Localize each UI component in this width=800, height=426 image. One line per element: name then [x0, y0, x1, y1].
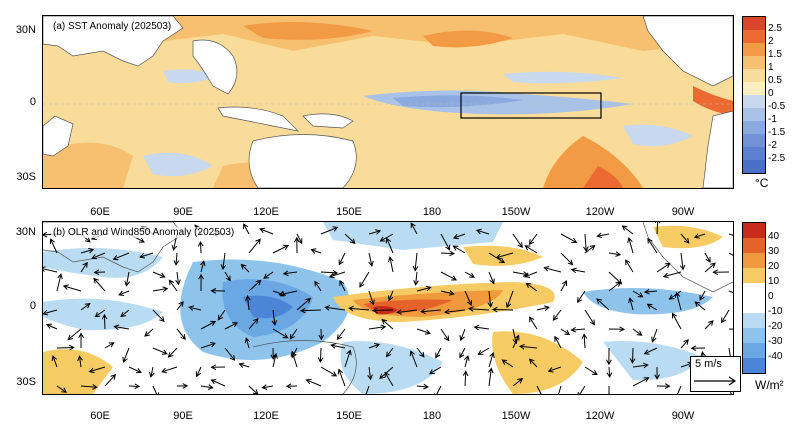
sst-colorbar-tick: 1.5	[768, 49, 782, 60]
sst-colorbar-cell	[743, 69, 765, 82]
olr-colorbar-tick: 20	[768, 261, 780, 272]
sst-colorbar-cell	[743, 121, 765, 134]
sst-colorbar-tick: 0	[768, 88, 774, 99]
lat-label-a-0: 0	[29, 96, 36, 108]
olr-wind-anomaly-map: (b) OLR and Wind850 Anomaly (202503)	[42, 221, 734, 395]
sst-colorbar-cell	[743, 30, 765, 43]
lat-label-a-30n: 30N	[15, 24, 36, 36]
olr-colorbar-tick: 30	[768, 246, 780, 257]
sst-colorbar-tick: -0.5	[768, 101, 786, 112]
sst-colorbar-cell	[743, 56, 765, 69]
lat-label-b-30n: 30N	[15, 226, 36, 238]
sst-colorbar-tick: -2.5	[768, 153, 786, 164]
lon-label-a-120e: 120E	[253, 206, 279, 218]
olr-colorbar-tick: -20	[768, 321, 783, 332]
lat-label-b-30s: 30S	[16, 376, 36, 388]
sst-colorbar	[742, 16, 766, 174]
lon-label-a-150w: 150W	[501, 206, 531, 218]
olr-unit-label: W/m²	[755, 378, 784, 392]
lon-label-a-120w: 120W	[585, 206, 615, 218]
olr-colorbar	[742, 222, 766, 374]
wind-reference-arrow-icon	[694, 376, 737, 386]
sst-colorbar-cell	[743, 95, 765, 108]
sst-unit-label: °C	[755, 176, 769, 190]
sst-colorbar-cell	[743, 147, 765, 160]
sst-colorbar-cell	[743, 134, 765, 147]
sst-colorbar-tick: 1	[768, 62, 774, 73]
sst-map-graphic	[43, 16, 733, 188]
lat-label-b-0: 0	[29, 300, 36, 312]
sst-colorbar-cell	[743, 160, 765, 173]
olr-colorbar-cell	[743, 313, 765, 328]
sst-colorbar-tick: -1.5	[768, 127, 786, 138]
sst-colorbar-tick: 0.5	[768, 75, 782, 86]
sst-colorbar-tick: -1	[768, 114, 777, 125]
sst-colorbar-cell	[743, 43, 765, 56]
olr-colorbar-cell	[743, 343, 765, 358]
lat-label-a-30s: 30S	[16, 171, 36, 183]
olr-colorbar-cell	[743, 283, 765, 298]
lon-label-b-150e: 150E	[336, 410, 362, 422]
lon-label-b-180: 180	[422, 410, 442, 422]
olr-colorbar-cell	[743, 358, 765, 373]
lon-label-a-90e: 90E	[173, 206, 193, 218]
olr-colorbar-cell	[743, 238, 765, 253]
sst-colorbar-tick: 2	[768, 36, 774, 47]
sst-colorbar-tick: -2	[768, 140, 777, 151]
olr-colorbar-tick: -30	[768, 336, 783, 347]
olr-colorbar-tick: 40	[768, 231, 780, 242]
sst-colorbar-cell	[743, 17, 765, 30]
wind-reference-box: 5 m/s	[690, 356, 741, 392]
lon-label-b-90e: 90E	[173, 410, 193, 422]
olr-colorbar-cell	[743, 268, 765, 283]
panel-a-title: (a) SST Anomaly (202503)	[51, 21, 174, 32]
lon-label-a-180: 180	[422, 206, 442, 218]
lon-label-b-150w: 150W	[501, 410, 531, 422]
lon-label-b-120w: 120W	[585, 410, 615, 422]
sst-colorbar-cell	[743, 108, 765, 121]
lon-label-a-90w: 90W	[671, 206, 695, 218]
sst-anomaly-map: (a) SST Anomaly (202503)	[42, 15, 734, 189]
olr-colorbar-cell	[743, 223, 765, 238]
olr-colorbar-cell	[743, 298, 765, 313]
wind-reference-label: 5 m/s	[695, 358, 722, 370]
olr-colorbar-cell	[743, 328, 765, 343]
olr-colorbar-tick: 0	[768, 291, 774, 302]
panel-b-title: (b) OLR and Wind850 Anomaly (202503)	[51, 227, 237, 238]
lon-label-b-90w: 90W	[671, 410, 695, 422]
olr-colorbar-cell	[743, 253, 765, 268]
sst-colorbar-cell	[743, 82, 765, 95]
lon-label-b-120e: 120E	[253, 410, 279, 422]
olr-colorbar-tick: 10	[768, 276, 780, 287]
lon-label-b-60e: 60E	[90, 410, 110, 422]
olr-colorbar-tick: -10	[768, 306, 783, 317]
lon-label-a-60e: 60E	[90, 206, 110, 218]
lon-label-a-150e: 150E	[336, 206, 362, 218]
olr-map-graphic	[43, 222, 733, 394]
olr-colorbar-tick: -40	[768, 351, 783, 362]
sst-colorbar-tick: 2.5	[768, 23, 782, 34]
